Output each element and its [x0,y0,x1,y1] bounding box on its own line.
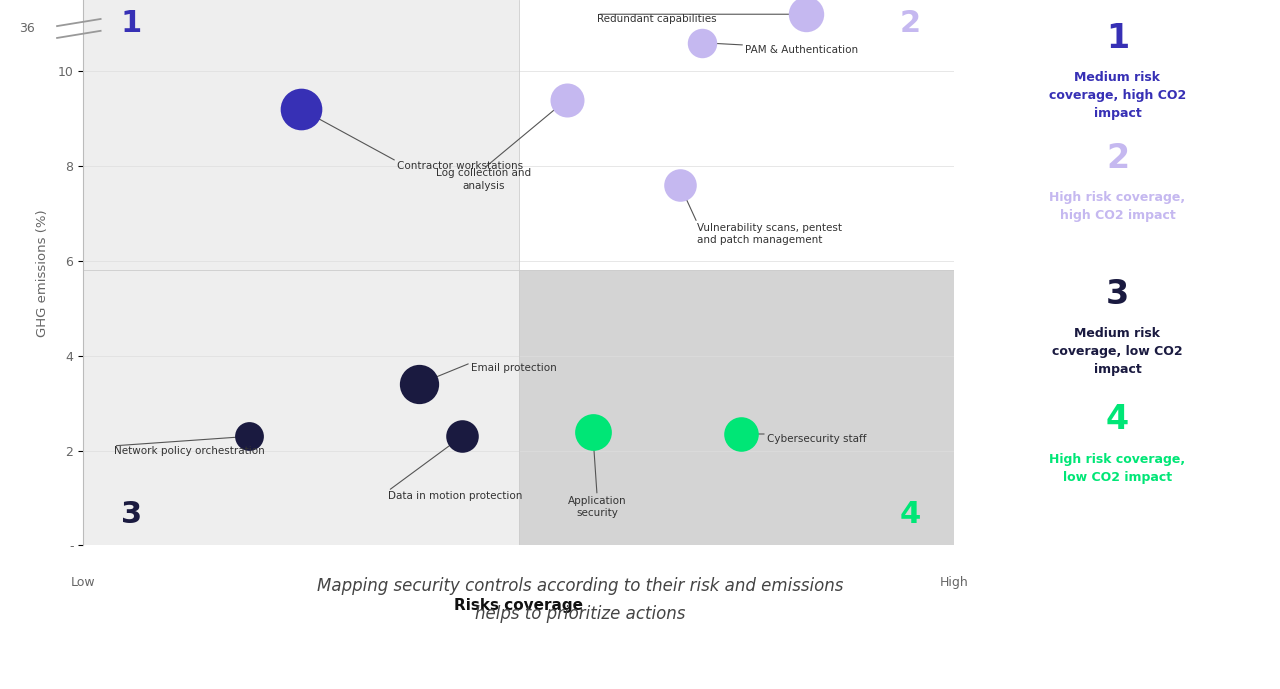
Point [669,179,690,190]
Text: PAM & Authentication: PAM & Authentication [745,45,859,55]
Text: Risks coverage: Risks coverage [454,597,584,613]
Bar [83,0,518,21]
Point [796,9,817,20]
Text: Vulnerability scans, pentest
and patch management: Vulnerability scans, pentest and patch m… [698,223,842,245]
Text: High risk coverage,
high CO2 impact: High risk coverage, high CO2 impact [1050,191,1185,222]
Y-axis label: GHG emissions (%): GHG emissions (%) [36,209,49,336]
Text: Cybersecurity staff: Cybersecurity staff [767,434,867,444]
Text: High: High [940,576,969,589]
Text: Low: Low [70,576,96,589]
Text: Email protection: Email protection [471,363,557,373]
Text: High risk coverage,
low CO2 impact: High risk coverage, low CO2 impact [1050,453,1185,484]
Text: Network policy orchestration: Network policy orchestration [114,446,265,456]
Point [557,94,577,105]
Text: 1: 1 [1106,21,1129,54]
Point [691,37,712,48]
Text: 2: 2 [900,9,922,38]
Point [731,429,751,440]
Bar [83,270,518,546]
Text: Contractor workstations: Contractor workstations [397,161,524,172]
Point [238,431,259,442]
Text: 4: 4 [900,500,922,529]
Text: Application
security: Application security [568,495,626,518]
Text: 2: 2 [1106,141,1129,174]
Text: 4: 4 [1106,403,1129,436]
Text: 36: 36 [19,22,36,35]
Text: 1: 1 [120,9,142,38]
Point [291,103,311,114]
Text: Redundant capabilities: Redundant capabilities [596,14,717,24]
Bar [518,270,954,546]
Text: Log collection and
analysis: Log collection and analysis [436,168,531,191]
Text: Medium risk
coverage, low CO2
impact: Medium risk coverage, low CO2 impact [1052,327,1183,376]
Point [452,431,472,442]
Text: 3: 3 [120,500,142,529]
Bar [83,21,518,270]
Point [408,379,429,390]
Text: Mapping security controls according to their risk and emissions
helps to priorit: Mapping security controls according to t… [317,577,844,623]
Text: 3: 3 [1106,278,1129,311]
Text: Medium risk
coverage, high CO2
impact: Medium risk coverage, high CO2 impact [1048,71,1187,120]
Text: Data in motion protection: Data in motion protection [388,491,522,501]
Point [582,426,603,437]
